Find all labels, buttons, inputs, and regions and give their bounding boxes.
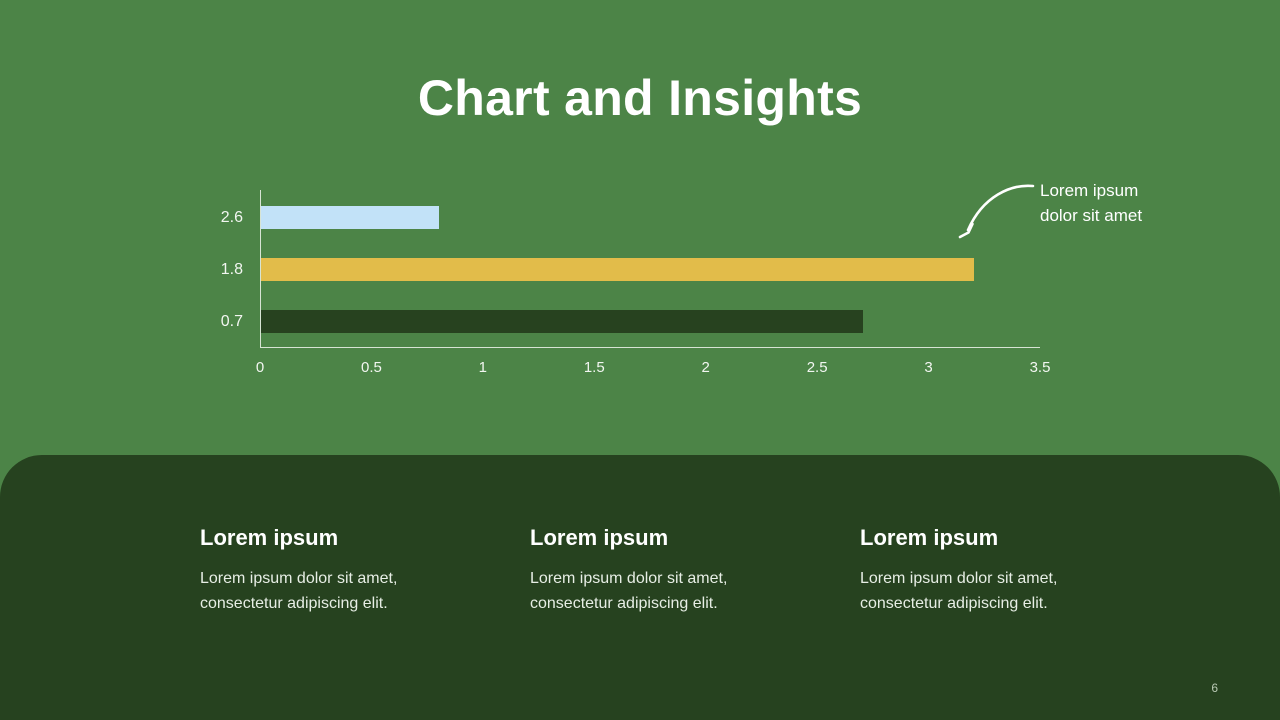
annotation-text: Lorem ipsum dolor sit amet (1040, 178, 1200, 228)
y-axis-tick-label: 2.6 (220, 209, 243, 226)
x-axis-tick-label: 0 (255, 359, 265, 376)
y-axis-tick-label: 0.7 (220, 313, 243, 330)
insight-card[interactable]: Lorem ipsum Lorem ipsum dolor sit amet, … (530, 524, 860, 616)
x-axis-tick-label: 3 (924, 359, 933, 376)
curved-arrow-icon (958, 184, 1035, 239)
x-axis-line (260, 347, 1040, 348)
x-axis-tick-label: 2 (701, 359, 710, 376)
insight-card-body: Lorem ipsum dolor sit amet, consectetur … (200, 570, 398, 612)
insight-card-list: Lorem ipsum Lorem ipsum dolor sit amet, … (200, 524, 1210, 616)
annotation-line-1: Lorem ipsum (1040, 181, 1139, 200)
annotation-line-2: dolor sit amet (1040, 206, 1143, 225)
insight-card-title: Lorem ipsum (200, 525, 339, 550)
y-axis-line (260, 190, 261, 347)
insight-card-body: Lorem ipsum dolor sit amet, consectetur … (860, 570, 1058, 612)
page-title: Chart and Insights (417, 70, 863, 126)
bar-chart: 2.6 1.8 0.7 0 0.5 1 1.5 2 2.5 3 3.5 (200, 180, 1080, 390)
bar-series-1[interactable] (261, 258, 975, 281)
x-axis-tick-label: 1 (478, 359, 488, 376)
bar-series-2[interactable] (261, 310, 863, 333)
x-axis-tick-label: 3.5 (1029, 359, 1051, 376)
y-axis-tick-label: 1.8 (220, 261, 243, 278)
insights-panel: Lorem ipsum Lorem ipsum dolor sit amet, … (0, 455, 1280, 720)
x-axis-tick-label: 1.5 (583, 359, 605, 376)
insight-card-title: Lorem ipsum (860, 525, 999, 550)
page-number: 6 (1211, 681, 1218, 695)
chart-plot-area: 2.6 1.8 0.7 0 0.5 1 1.5 2 2.5 3 3.5 (221, 190, 1050, 376)
x-axis-tick-label: 0.5 (360, 359, 382, 376)
insight-card[interactable]: Lorem ipsum Lorem ipsum dolor sit amet, … (200, 524, 530, 616)
x-axis-tick-label: 2.5 (806, 359, 828, 376)
insight-card[interactable]: Lorem ipsum Lorem ipsum dolor sit amet, … (860, 524, 1190, 616)
insight-card-title: Lorem ipsum (530, 525, 669, 550)
insight-card-body: Lorem ipsum dolor sit amet, consectetur … (530, 570, 728, 612)
bar-series-0[interactable] (261, 206, 440, 229)
chart-annotation: Lorem ipsum dolor sit amet (955, 174, 1195, 254)
